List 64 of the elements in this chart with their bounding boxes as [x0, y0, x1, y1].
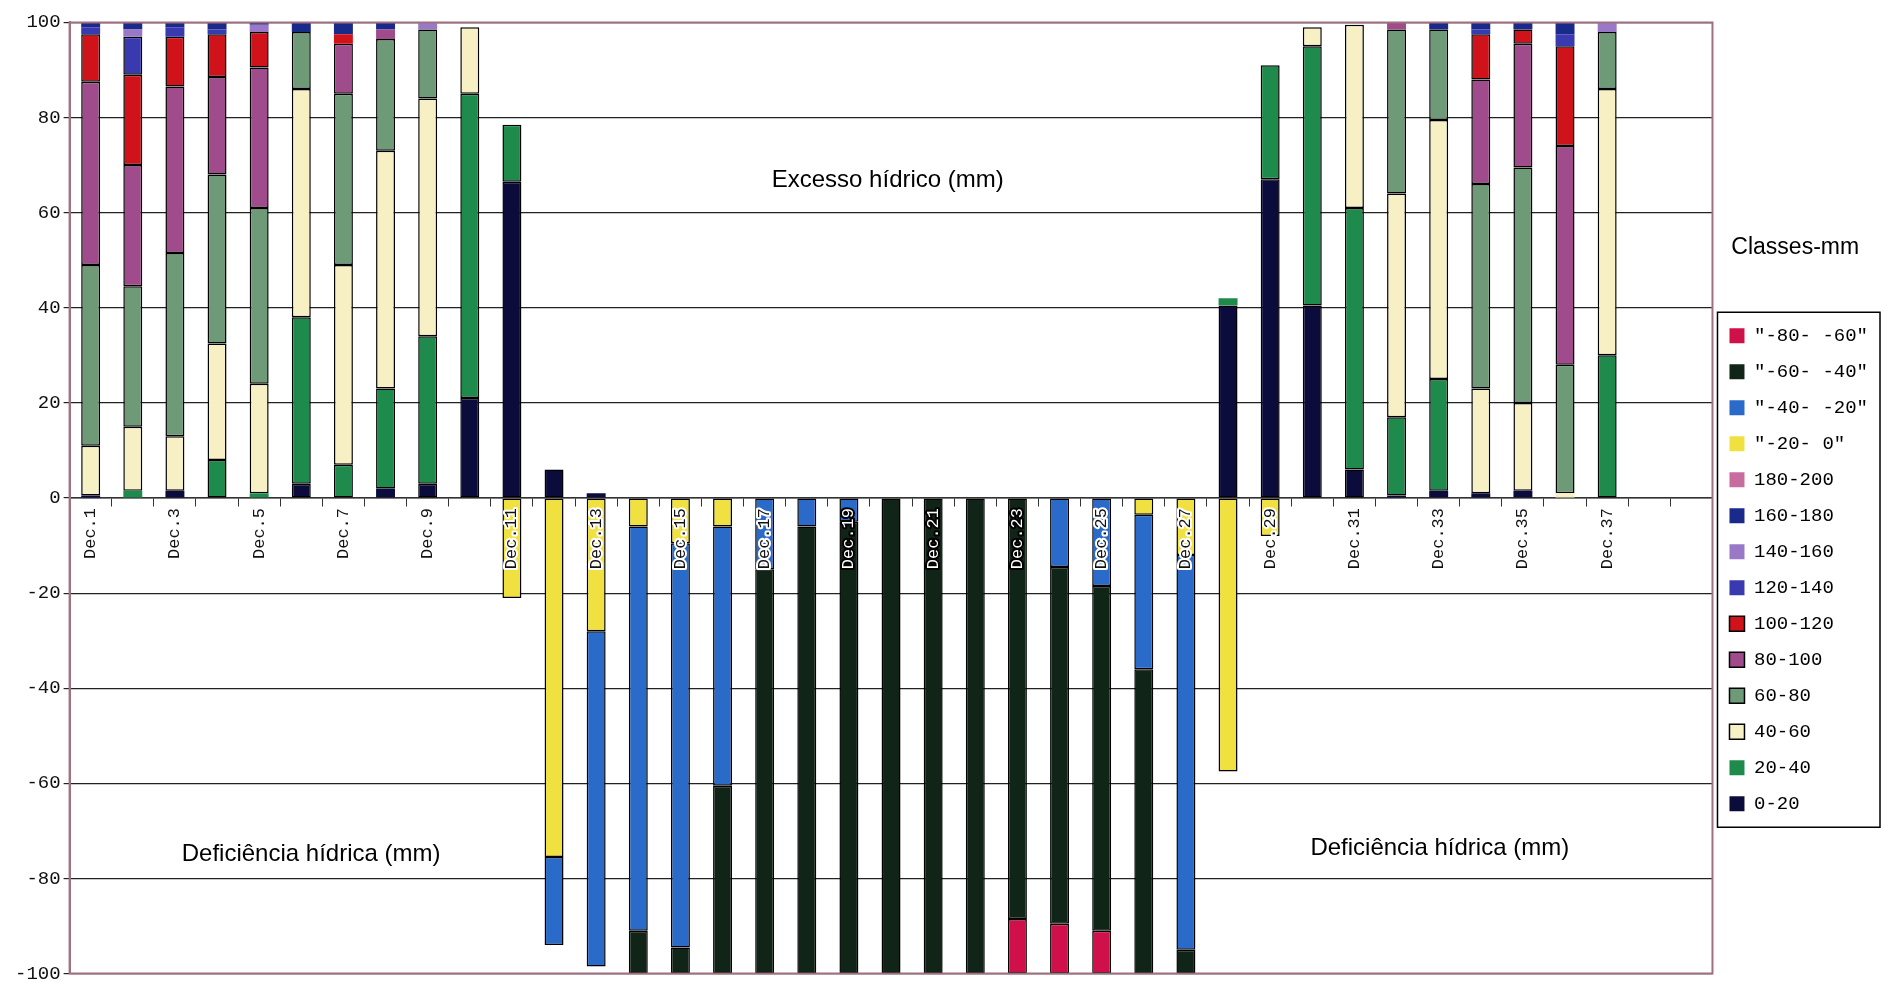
x-tick-label: Dec.17 [755, 508, 775, 570]
annotation: Excesso hídrico (mm) [771, 164, 1004, 192]
x-tick-label: Dec.19 [839, 508, 859, 570]
x-tick-label: Dec.1 [81, 508, 101, 560]
bar [207, 22, 227, 30]
y-tick-label: -80 [26, 867, 61, 890]
y-tick-label: 0 [49, 487, 61, 510]
bar [123, 22, 143, 30]
x-tick-label: Dec.37 [1597, 508, 1617, 570]
y-tick-label: -40 [26, 677, 61, 700]
bar [1555, 34, 1575, 47]
bar [1429, 22, 1449, 30]
y-tick-label: 40 [37, 296, 61, 319]
x-tick-label: Dec.9 [418, 508, 438, 560]
bar [81, 27, 101, 35]
legend-label: 100-120 [1753, 612, 1834, 635]
bar [418, 22, 438, 30]
x-tick-label: Dec.25 [1092, 508, 1112, 570]
legend-label: 180-200 [1753, 468, 1834, 491]
y-tick-label: -60 [26, 772, 61, 795]
x-tick-label: Dec.31 [1344, 508, 1364, 570]
bar [1513, 22, 1533, 30]
legend-label: "-80- -60" [1753, 324, 1869, 347]
x-tick-label: Dec.21 [923, 508, 943, 570]
legend-label: "-40- -20" [1753, 396, 1869, 419]
y-tick-label: -100 [15, 962, 61, 985]
bar [249, 24, 269, 32]
x-tick-label: Dec.35 [1513, 508, 1533, 570]
y-tick-label: -20 [26, 582, 61, 605]
x-tick-label: Dec.23 [1007, 508, 1027, 570]
y-tick-label: 20 [37, 391, 61, 414]
x-tick-label: Dec.33 [1429, 508, 1449, 570]
legend-label: 120-140 [1753, 576, 1834, 599]
legend-label: 40-60 [1753, 720, 1811, 743]
y-tick-label: 80 [37, 106, 61, 129]
y-tick-label: 60 [37, 201, 61, 224]
legend-label: 60-80 [1753, 684, 1811, 707]
y-tick-label: 100 [26, 11, 61, 34]
x-tick-label: Dec.11 [502, 508, 522, 570]
annotation: Deficiência hídrica (mm) [1310, 832, 1570, 860]
bar [165, 27, 185, 37]
annotation: Deficiência hídrica (mm) [181, 839, 441, 867]
legend-label: 0-20 [1753, 792, 1800, 815]
legend-label: 140-160 [1753, 540, 1834, 563]
x-tick-label: Dec.7 [333, 508, 353, 560]
bar [123, 29, 143, 37]
bar [376, 22, 396, 30]
bar [1471, 22, 1491, 30]
x-tick-label: Dec.29 [1260, 508, 1280, 570]
legend-title: Classes-mm [1731, 232, 1860, 259]
bar [333, 22, 353, 35]
x-tick-label: Dec.27 [1176, 508, 1196, 570]
legend-label: "-60- -40" [1753, 360, 1869, 383]
x-tick-label: Dec.15 [670, 508, 690, 570]
legend-label: 80-100 [1753, 648, 1823, 671]
legend-label: "-20- 0" [1753, 432, 1846, 455]
x-tick-label: Dec.13 [586, 508, 606, 570]
bar [1555, 22, 1575, 35]
x-tick-label: Dec.3 [165, 508, 185, 560]
bar [1597, 22, 1617, 32]
x-tick-label: Dec.5 [249, 508, 269, 560]
bar [291, 22, 311, 32]
legend-label: 160-180 [1753, 504, 1834, 527]
legend-label: 20-40 [1753, 756, 1811, 779]
